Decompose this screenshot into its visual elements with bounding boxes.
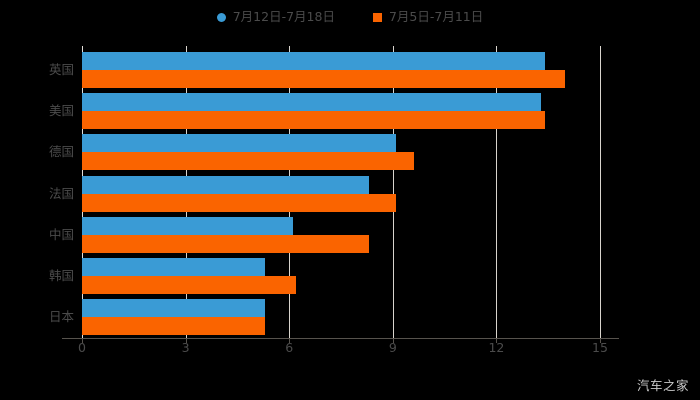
x-tick-label-6: 6 [285,340,294,355]
bar-德国-series-2[interactable] [82,152,414,171]
x-tick-label-0: 0 [78,340,86,355]
circle-marker-icon [216,12,226,22]
bar-日本-series-2[interactable] [82,317,266,336]
gridline-x-15 [600,46,601,338]
y-axis-label-法国: 法国 [48,185,74,201]
y-axis-label-中国: 中国 [48,226,74,242]
square-marker-icon [372,12,382,22]
bar-韩国-series-2[interactable] [82,276,297,294]
gridline-x-12 [496,46,498,338]
y-axis-category-labels: 英国美国德国法国中国韩国日本 [0,46,74,338]
bar-韩国-series-1[interactable] [82,258,266,276]
watermark: 汽车之家 [636,377,689,393]
bar-法国-series-1[interactable] [82,175,369,194]
bar-中国-series-1[interactable] [82,216,293,235]
bar-英国-series-2[interactable] [82,70,566,88]
y-axis-label-韩国: 韩国 [48,268,74,283]
x-tick-label-15: 15 [592,340,608,355]
x-tick-mark-0 [82,338,83,343]
y-axis-label-英国: 英国 [48,62,74,77]
x-tick-label-12: 12 [488,340,505,355]
legend-label-series-2: 7月5日-7月11日 [388,8,484,24]
y-axis-label-日本: 日本 [48,309,74,325]
x-tick-mark-15 [600,338,601,343]
x-tick-label-9: 9 [388,340,397,355]
bar-法国-series-2[interactable] [82,193,397,212]
legend-entry-series-1[interactable]: 7月12日-7月18日 [216,8,335,24]
bar-series-group [82,46,600,338]
gridline-x-9 [392,46,394,338]
y-axis-label-德国: 德国 [48,144,74,160]
bar-美国-series-1[interactable] [82,93,542,112]
x-tick-mark-3 [185,338,187,343]
bar-日本-series-1[interactable] [82,299,266,318]
legend-label-series-1: 7月12日-7月18日 [232,8,335,24]
bar-英国-series-1[interactable] [82,52,545,70]
y-axis-label-美国: 美国 [48,103,74,119]
x-axis-line [62,338,619,339]
legend-entry-series-2[interactable]: 7月5日-7月11日 [372,8,484,24]
bar-美国-series-2[interactable] [82,111,545,130]
x-tick-label-3: 3 [181,340,190,355]
x-tick-mark-6 [289,338,291,343]
bar-德国-series-1[interactable] [82,134,397,153]
x-tick-mark-12 [496,338,498,343]
bar-中国-series-2[interactable] [82,234,369,253]
x-tick-mark-9 [392,338,394,343]
chart-legend: 7月12日-7月18日 7月5日-7月11日 [0,6,700,28]
